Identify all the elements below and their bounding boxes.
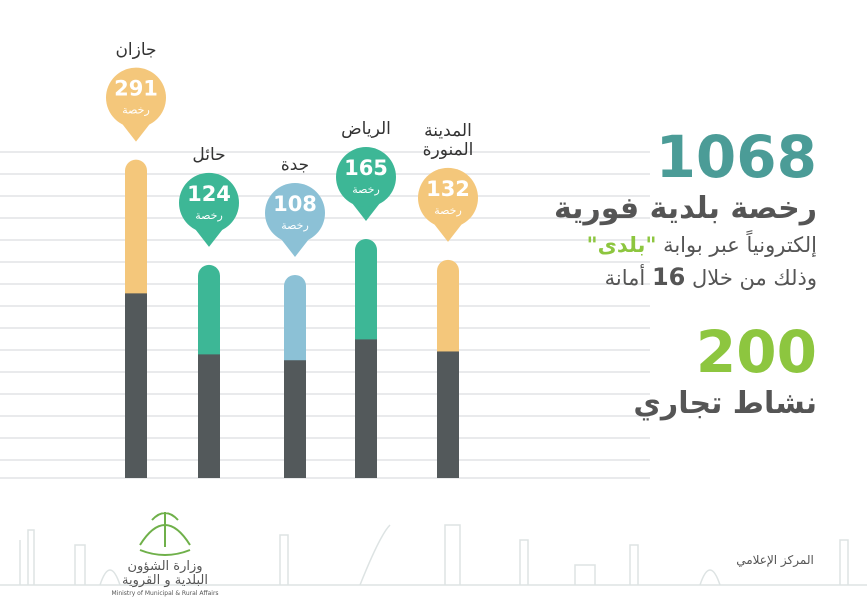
text: وذلك من خلال bbox=[692, 266, 817, 290]
value-label: 108 bbox=[273, 192, 317, 216]
portal-name: "بلدى" bbox=[586, 233, 657, 257]
unit-label: رخصة bbox=[352, 183, 380, 196]
activities-label: نشاط تجاري bbox=[633, 386, 817, 421]
pin bbox=[281, 238, 309, 257]
skyline bbox=[0, 524, 867, 586]
category-label: المدينة المنورة bbox=[422, 120, 474, 160]
value-label: 291 bbox=[114, 77, 158, 101]
pin bbox=[352, 203, 380, 222]
text: إلكترونياً عبر بوابة bbox=[663, 233, 817, 257]
ministry-en: Ministry of Municipal & Rural Affairs bbox=[111, 590, 219, 597]
pin bbox=[195, 228, 223, 247]
activities: 200 bbox=[695, 318, 817, 386]
bar-base bbox=[198, 354, 220, 478]
unit-label: رخصة bbox=[195, 209, 223, 222]
municipalities-line: وذلك من خلال 16 أمانة bbox=[397, 261, 817, 294]
unit-label: رخصة bbox=[281, 219, 309, 232]
bar-base bbox=[284, 360, 306, 478]
value-label: 132 bbox=[426, 177, 470, 201]
bar-base bbox=[125, 293, 147, 478]
total: 1068 bbox=[655, 123, 817, 191]
bar-base bbox=[437, 351, 459, 478]
logo bbox=[139, 512, 191, 556]
ministry: وزارة الشؤون البلدية و القروية bbox=[122, 559, 208, 588]
value-label: 165 bbox=[344, 156, 388, 180]
category-label: الرياض bbox=[341, 119, 391, 140]
pin bbox=[265, 182, 325, 243]
portal-line: إلكترونياً عبر بوابة "بلدى" bbox=[397, 229, 817, 261]
summary: 1068 رخصة بلدية فورية إلكترونياً عبر بوا… bbox=[397, 125, 817, 424]
total-label: رخصة بلدية فورية bbox=[553, 191, 817, 226]
background-lines bbox=[0, 151, 650, 479]
category-label: جدة bbox=[280, 154, 310, 175]
media-center: المركز الإعلامي bbox=[736, 553, 814, 567]
bar-base bbox=[355, 339, 377, 478]
pin bbox=[179, 172, 239, 233]
pin bbox=[434, 223, 462, 242]
pin bbox=[418, 167, 478, 228]
pin bbox=[106, 67, 166, 128]
category-label: جازان bbox=[115, 39, 157, 60]
unit-label: رخصة bbox=[434, 204, 462, 217]
value-label: 124 bbox=[187, 182, 231, 206]
pin bbox=[122, 123, 150, 142]
unit-label: رخصة bbox=[122, 104, 150, 117]
count: 16 bbox=[651, 263, 686, 291]
text: أمانة bbox=[604, 266, 646, 290]
category-label: حائل bbox=[192, 144, 226, 165]
pin bbox=[336, 147, 396, 208]
